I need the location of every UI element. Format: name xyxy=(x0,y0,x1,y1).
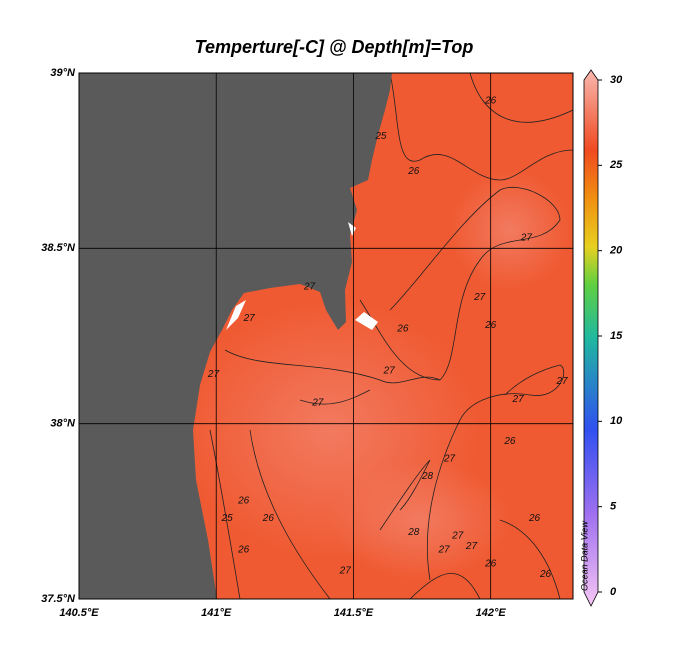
y-tick-label: 39°N xyxy=(50,67,76,79)
contour-label: 27 xyxy=(303,282,316,293)
grid xyxy=(79,73,573,599)
colorbar-tick-label: 20 xyxy=(609,245,623,257)
contour-label: 26 xyxy=(396,324,409,335)
contour-label: 27 xyxy=(339,566,352,577)
colorbar-tick-label: 0 xyxy=(610,586,617,598)
axes: 140.5°E 141°E 141.5°E 142°E 37.5°N 38°N 38.5°N… xyxy=(41,67,506,619)
colorbar-tick-label: 5 xyxy=(610,501,617,513)
contour-label: 27 xyxy=(451,531,464,542)
contour-label: 26 xyxy=(539,569,552,580)
contour-label: 28 xyxy=(421,471,434,482)
contour-label: 27 xyxy=(443,453,456,464)
warm-water xyxy=(330,460,510,580)
x-tick-label: 141.5°E xyxy=(334,607,374,619)
contour-label: 27 xyxy=(383,366,396,377)
coast-gap xyxy=(226,222,378,330)
contour-label: 25 xyxy=(221,513,234,524)
contour-label: 28 xyxy=(407,527,420,538)
colorbar-tick-label: 30 xyxy=(610,74,623,86)
map-frame xyxy=(78,72,574,600)
contour-label: 26 xyxy=(484,559,497,570)
x-tick-label: 141°E xyxy=(201,607,232,619)
colorbar-tick-label: 25 xyxy=(609,159,623,171)
x-tick-label: 140.5°E xyxy=(59,607,99,619)
y-tick-label: 37.5°N xyxy=(41,593,76,605)
contour-label: 27 xyxy=(473,292,486,303)
contour-label: 25 xyxy=(374,131,387,142)
contour-label: 27 xyxy=(437,545,450,556)
contour-label: 27 xyxy=(465,541,478,552)
watermark: Ocean Data View xyxy=(579,521,589,591)
warm-water xyxy=(450,170,570,290)
land xyxy=(79,73,392,599)
contour-label: 26 xyxy=(503,436,516,447)
y-tick-label: 38.5°N xyxy=(41,242,76,254)
contour-label: 26 xyxy=(262,513,275,524)
contour-label: 26 xyxy=(407,166,420,177)
contour-label: 26 xyxy=(237,495,250,506)
contour-lines xyxy=(209,73,573,599)
contour-label: 26 xyxy=(528,513,541,524)
colorbar-ticks: 0 5 10 15 20 25 30 xyxy=(598,74,623,598)
y-tick-label: 38°N xyxy=(50,418,76,430)
contour-label: 26 xyxy=(237,545,250,556)
map-title: Temperture[-C] @ Depth[m]=Top xyxy=(195,37,474,57)
contour-label: 26 xyxy=(484,320,497,331)
contour-label: 27 xyxy=(520,232,533,243)
contour-label: 27 xyxy=(243,313,256,324)
contour-label: 27 xyxy=(512,394,525,405)
colorbar-tick-label: 15 xyxy=(610,330,623,342)
x-tick-label: 142°E xyxy=(476,607,507,619)
contour-label: 26 xyxy=(484,96,497,107)
contour-label: 27 xyxy=(207,369,220,380)
colorbar-tick-label: 10 xyxy=(610,415,623,427)
contour-label: 27 xyxy=(311,397,324,408)
contour-label: 27 xyxy=(555,376,568,387)
